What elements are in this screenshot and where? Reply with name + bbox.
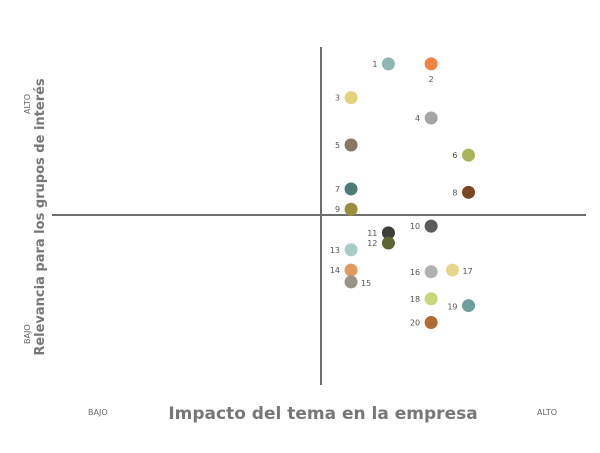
point-label-11: 11 xyxy=(367,229,377,238)
point-11 xyxy=(381,226,395,240)
point-label-5: 5 xyxy=(335,141,340,150)
point-label-6: 6 xyxy=(452,151,457,160)
point-20 xyxy=(424,315,438,329)
y-low-label: BAJO xyxy=(23,324,32,344)
point-label-19: 19 xyxy=(447,303,457,312)
point-label-1: 1 xyxy=(372,60,377,69)
y-high-label: ALTO xyxy=(23,94,32,114)
point-19 xyxy=(462,299,476,313)
point-label-17: 17 xyxy=(463,267,473,276)
point-4 xyxy=(424,111,438,125)
point-16 xyxy=(424,265,438,279)
point-label-16: 16 xyxy=(410,268,420,277)
point-label-15: 15 xyxy=(361,279,371,288)
x-low-label: BAJO xyxy=(88,408,108,417)
point-label-13: 13 xyxy=(330,246,340,255)
point-label-4: 4 xyxy=(415,114,420,123)
point-14 xyxy=(344,263,358,277)
point-3 xyxy=(344,91,358,105)
point-label-14: 14 xyxy=(330,266,340,275)
point-label-12: 12 xyxy=(367,239,377,248)
point-label-10: 10 xyxy=(410,222,420,231)
point-label-8: 8 xyxy=(452,188,457,197)
point-10 xyxy=(424,219,438,233)
point-6 xyxy=(462,148,476,162)
point-label-9: 9 xyxy=(335,205,340,214)
point-1 xyxy=(381,57,395,71)
point-17 xyxy=(446,263,459,277)
point-5 xyxy=(344,138,358,152)
point-12 xyxy=(381,236,395,250)
point-7 xyxy=(344,182,358,196)
y-axis-title: Relevancia para los grupos de interés xyxy=(33,78,48,356)
x-high-label: ALTO xyxy=(537,408,557,417)
point-8 xyxy=(462,185,476,199)
point-label-18: 18 xyxy=(410,295,420,304)
point-13 xyxy=(344,243,358,257)
point-label-20: 20 xyxy=(410,318,420,327)
point-2 xyxy=(424,57,438,71)
point-label-2: 2 xyxy=(429,75,434,84)
point-label-7: 7 xyxy=(335,185,340,194)
point-9 xyxy=(344,202,358,216)
point-15 xyxy=(344,275,358,289)
x-axis-title: Impacto del tema en la empresa xyxy=(168,404,477,424)
point-18 xyxy=(424,292,438,306)
point-label-3: 3 xyxy=(335,94,340,103)
